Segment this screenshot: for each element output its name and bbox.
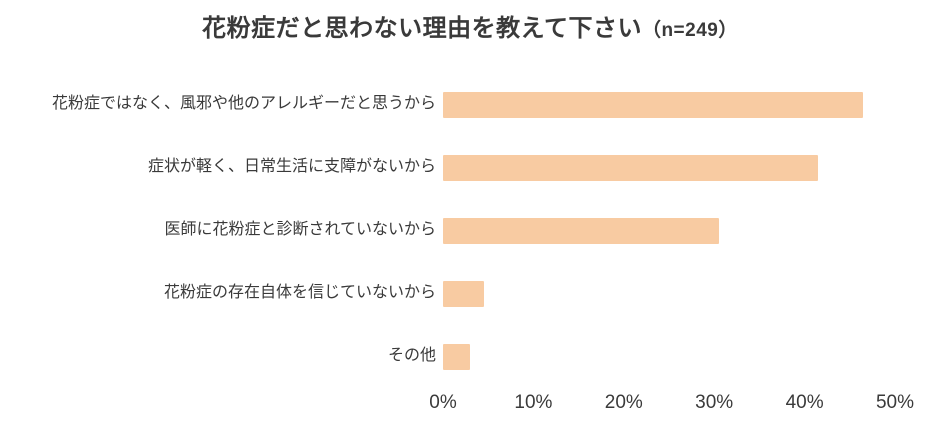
bar-label: 花粉症ではなく、風邪や他のアレルギーだと思うから [51,95,436,113]
x-axis-tick-label: 0% [429,392,457,413]
x-axis-tick-label: 10% [514,392,553,413]
chart-row: 花粉症ではなく、風邪や他のアレルギーだと思うから [0,73,940,136]
x-axis: 0% 10% 20% 30% 40% 50% [0,390,940,416]
bar-chart: 花粉症ではなく、風邪や他のアレルギーだと思うから症状が軽く、日常生活に支障がない… [0,73,940,416]
x-axis-spacer [0,390,443,416]
bar [443,91,864,118]
bar-label: 花粉症の存在自体を信じていないから [163,284,436,302]
x-axis-ticks: 0% 10% 20% 30% 40% 50% [429,390,914,416]
chart-title-text: 花粉症だと思わない理由を教えて下さい [202,15,642,42]
x-axis-tick-label: 40% [785,392,824,413]
bar-track [443,343,895,370]
bar [443,154,819,181]
chart-row: 症状が軽く、日常生活に支障がないから [0,136,940,199]
bar-label: 医師に花粉症と診断されていないから [164,221,436,239]
chart-row: その他 [0,325,940,388]
chart-title: 花粉症だと思わない理由を教えて下さい（n=249） [0,0,940,47]
x-axis-tick-label: 20% [604,392,643,413]
bar [443,280,484,307]
chart-title-sample-size: （n=249） [641,20,738,41]
bar-track [443,154,895,181]
x-axis-tick-label: 50% [875,392,915,413]
chart-row: 花粉症の存在自体を信じていないから [0,262,940,325]
bar-track [443,217,895,244]
bar-label: その他 [387,347,436,365]
bar-label: 症状が軽く、日常生活に支障がないから [147,158,436,176]
bar [443,217,719,244]
bar-track [443,91,895,118]
x-axis-tick-label: 30% [695,392,734,413]
chart-rows: 花粉症ではなく、風邪や他のアレルギーだと思うから症状が軽く、日常生活に支障がない… [0,73,940,388]
bar [443,343,471,370]
chart-row: 医師に花粉症と診断されていないから [0,199,940,262]
bar-track [443,280,895,307]
